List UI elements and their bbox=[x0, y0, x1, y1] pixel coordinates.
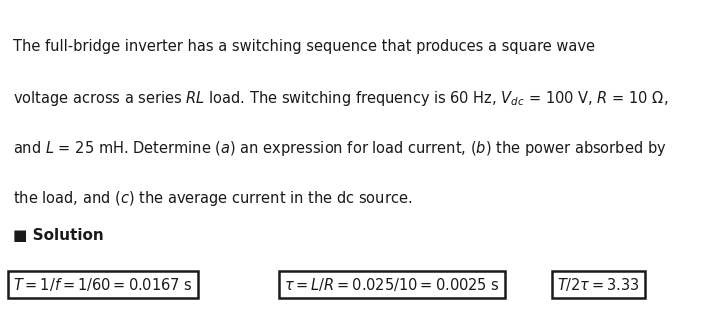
Text: the load, and $(c)$ the average current in the dc source.: the load, and $(c)$ the average current … bbox=[13, 189, 412, 208]
Text: $\tau = L/R = 0.025/10 = 0.0025$ s: $\tau = L/R = 0.025/10 = 0.0025$ s bbox=[284, 276, 500, 293]
Text: $T/2\tau = 3.33$: $T/2\tau = 3.33$ bbox=[557, 276, 640, 293]
Text: and $L$ = 25 mH. Determine $(a)$ an expression for load current, $(b)$ the power: and $L$ = 25 mH. Determine $(a)$ an expr… bbox=[13, 139, 667, 158]
Text: ■ Solution: ■ Solution bbox=[13, 228, 104, 243]
Text: voltage across a series $RL$ load. The switching frequency is 60 Hz, $V_{dc}$ = : voltage across a series $RL$ load. The s… bbox=[13, 89, 668, 108]
Text: The full-bridge inverter has a switching sequence that produces a square wave: The full-bridge inverter has a switching… bbox=[13, 39, 595, 54]
Text: $T = 1/f = 1/60 = 0.0167$ s: $T = 1/f = 1/60 = 0.0167$ s bbox=[13, 276, 193, 293]
